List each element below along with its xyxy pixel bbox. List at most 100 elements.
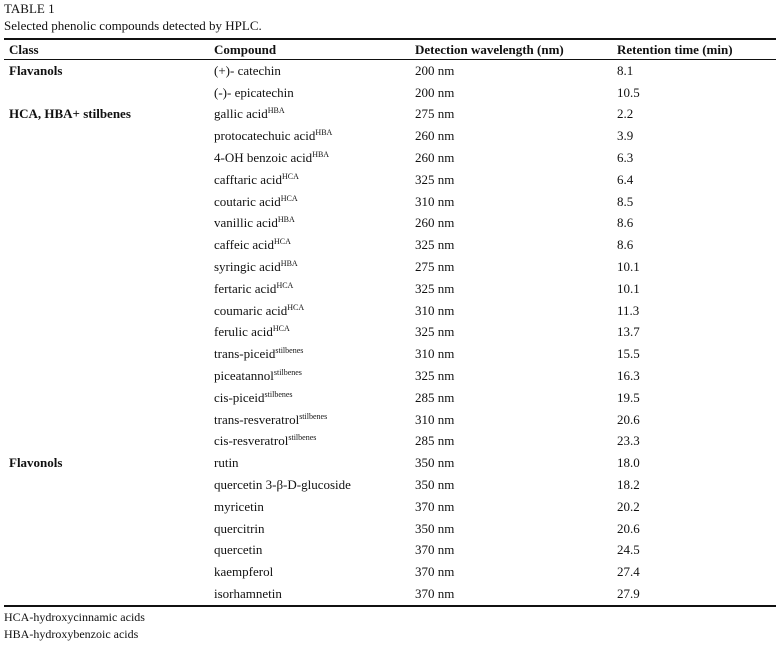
cell-compound: quercitrin	[214, 521, 415, 537]
compound-name: 4-OH benzoic acid	[214, 150, 313, 166]
cell-detection-wavelength: 350 nm	[415, 455, 455, 471]
cell-detection-wavelength: 260 nm	[415, 128, 455, 144]
cell-class: HCA, HBA+ stilbenes	[9, 106, 131, 122]
compound-group-superscript: HBA	[277, 215, 295, 225]
cell-detection-wavelength: 350 nm	[415, 477, 455, 493]
cell-detection-wavelength: 370 nm	[415, 586, 455, 602]
cell-retention-time: 16.3	[617, 368, 640, 384]
cell-compound: trans-piceidstilbenes	[214, 346, 415, 362]
table-row: myricetin 370 nm 20.2	[4, 496, 776, 518]
table-header-row: Class Compound Detection wavelength (nm)…	[4, 40, 776, 59]
footnote-hba: HBA-hydroxybenzoic acids	[4, 626, 139, 641]
cell-retention-time: 6.3	[617, 150, 634, 166]
cell-compound: gallic acidHBA	[214, 106, 415, 122]
cell-detection-wavelength: 325 nm	[415, 280, 455, 296]
table-row: cis-piceidstilbenes 285 nm 19.5	[4, 387, 776, 409]
cell-compound: piceatannolstilbenes	[214, 368, 415, 384]
table-row: trans-resveratrolstilbenes 310 nm 20.6	[4, 409, 776, 431]
compound-name: vanillic acid	[214, 215, 278, 231]
cell-retention-time: 20.2	[617, 498, 640, 514]
cell-detection-wavelength: 310 nm	[415, 411, 455, 427]
compound-group-superscript: HCA	[287, 302, 305, 312]
cell-compound: quercetin 3-β-D-glucoside	[214, 477, 415, 493]
compound-group-superscript: HCA	[274, 237, 291, 247]
header-detection-wavelength: Detection wavelength (nm)	[415, 41, 564, 57]
compound-name: ferulic acid	[214, 324, 273, 340]
table-footnotes: HCA-hydroxycinnamic acids HBA-hydroxyben…	[4, 609, 776, 643]
compound-name: quercetin	[214, 542, 263, 558]
header-retention-time: Retention time (min)	[617, 41, 733, 57]
compound-name: cafftaric acid	[214, 171, 282, 187]
cell-detection-wavelength: 350 nm	[415, 520, 455, 536]
cell-retention-time: 3.9	[617, 128, 634, 144]
table-row: isorhamnetin 370 nm 27.9	[4, 583, 776, 605]
table-header-rule	[4, 59, 776, 60]
table-row: Flavanols (+)- catechin 200 nm 8.1	[4, 60, 776, 82]
table-row: (-)- epicatechin 200 nm 10.5	[4, 82, 776, 104]
compound-group-superscript: stilbenes	[264, 389, 293, 399]
cell-compound: (+)- catechin	[214, 63, 415, 79]
table-row: quercetin 370 nm 24.5	[4, 540, 776, 562]
cell-retention-time: 19.5	[617, 389, 640, 405]
compound-name: isorhamnetin	[214, 586, 282, 602]
cell-class: Flavanols	[9, 62, 63, 78]
compound-name: piceatannol	[214, 368, 274, 384]
cell-detection-wavelength: 260 nm	[415, 150, 455, 166]
table-row: coutaric acidHCA 310 nm 8.5	[4, 191, 776, 213]
compound-name: trans-piceid	[214, 346, 276, 362]
cell-retention-time: 8.6	[617, 237, 634, 253]
cell-compound: protocatechuic acidHBA	[214, 128, 415, 144]
cell-compound: myricetin	[214, 499, 415, 515]
cell-retention-time: 27.9	[617, 586, 640, 602]
cell-detection-wavelength: 370 nm	[415, 542, 455, 558]
cell-compound: 4-OH benzoic acidHBA	[214, 150, 415, 166]
cell-compound: cis-piceidstilbenes	[214, 390, 415, 406]
cell-compound: quercetin	[214, 542, 415, 558]
table-title: Selected phenolic compounds detected by …	[4, 18, 262, 33]
compound-name: myricetin	[214, 498, 264, 514]
compound-group-superscript: HCA	[272, 324, 290, 334]
cell-compound: caffeic acidHCA	[214, 237, 415, 253]
cell-detection-wavelength: 325 nm	[415, 171, 455, 187]
compound-group-superscript: HCA	[276, 280, 294, 290]
document-page: TABLE 1 Selected phenolic compounds dete…	[4, 0, 776, 643]
cell-retention-time: 10.1	[617, 280, 640, 296]
cell-retention-time: 10.1	[617, 259, 640, 275]
cell-detection-wavelength: 325 nm	[415, 237, 455, 253]
compound-name: fertaric acid	[214, 280, 277, 296]
cell-compound: kaempferol	[214, 564, 415, 580]
compound-group-superscript: HBA	[315, 128, 333, 138]
cell-detection-wavelength: 285 nm	[415, 433, 455, 449]
compound-group-superscript: HCA	[280, 193, 298, 203]
cell-detection-wavelength: 370 nm	[415, 498, 455, 514]
compound-name: (+)- catechin	[214, 62, 281, 78]
cell-compound: cafftaric acidHCA	[214, 172, 415, 188]
cell-detection-wavelength: 325 nm	[415, 324, 455, 340]
cell-detection-wavelength: 310 nm	[415, 346, 455, 362]
table-row: cafftaric acidHCA 325 nm 6.4	[4, 169, 776, 191]
cell-retention-time: 8.5	[617, 193, 634, 209]
compound-name: rutin	[214, 455, 239, 471]
table-row: piceatannolstilbenes 325 nm 16.3	[4, 365, 776, 387]
compound-group-superscript: stilbenes	[288, 433, 317, 443]
cell-compound: ferulic acidHCA	[214, 324, 415, 340]
cell-retention-time: 15.5	[617, 346, 640, 362]
compound-name: protocatechuic acid	[214, 128, 316, 144]
cell-detection-wavelength: 200 nm	[415, 62, 455, 78]
compound-group-superscript: HBA	[267, 106, 285, 116]
table-row: ferulic acidHCA 325 nm 13.7	[4, 322, 776, 344]
compound-name: gallic acid	[214, 106, 268, 122]
table-label: TABLE 1	[4, 1, 55, 16]
cell-retention-time: 20.6	[617, 520, 640, 536]
cell-detection-wavelength: 310 nm	[415, 302, 455, 318]
table-row: syringic acidHBA 275 nm 10.1	[4, 256, 776, 278]
cell-retention-time: 18.0	[617, 455, 640, 471]
cell-detection-wavelength: 310 nm	[415, 193, 455, 209]
compound-group-superscript: stilbenes	[275, 346, 304, 356]
phenolic-compounds-table: Class Compound Detection wavelength (nm)…	[4, 38, 776, 607]
compound-name: (-)- epicatechin	[214, 84, 294, 100]
table-row: vanillic acidHBA 260 nm 8.6	[4, 213, 776, 235]
footnote-hca: HCA-hydroxycinnamic acids	[4, 609, 145, 624]
cell-retention-time: 6.4	[617, 171, 634, 187]
cell-retention-time: 24.5	[617, 542, 640, 558]
